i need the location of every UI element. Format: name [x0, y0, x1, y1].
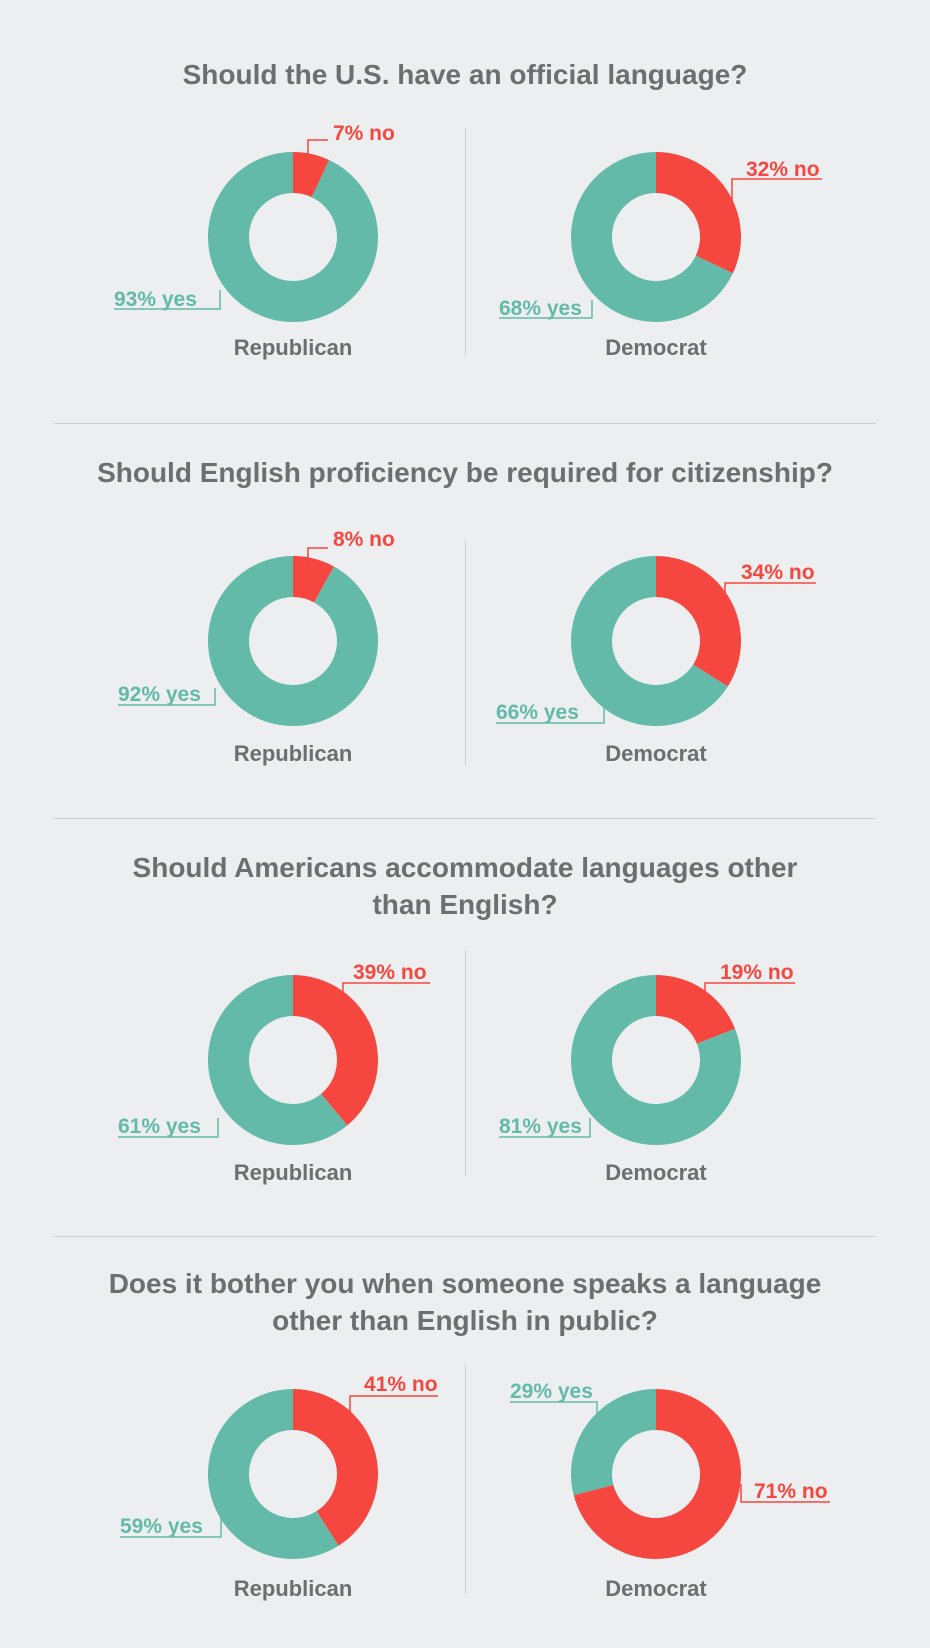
donut-chart-republican: 39% no 61% yes Republican	[118, 961, 430, 1185]
slice-yes	[570, 152, 733, 322]
data-label-no: 19% no	[720, 961, 794, 984]
data-label-yes: 59% yes	[120, 1515, 203, 1538]
data-label-no: 39% no	[353, 961, 427, 984]
slice-no	[293, 556, 334, 603]
leader-line-no	[342, 982, 430, 1003]
data-label-no: 8% no	[333, 528, 395, 551]
slice-yes	[208, 975, 348, 1145]
donut-chart-republican: 8% no 92% yes Republican	[118, 528, 395, 766]
slice-yes	[571, 556, 728, 726]
leader-line-no	[307, 139, 328, 163]
donut-chart-democrat: 71% no 29% yes Democrat	[510, 1380, 830, 1601]
slice-no	[656, 556, 742, 687]
donut-chart-democrat: 19% no 81% yes Democrat	[499, 961, 795, 1185]
leader-line-no	[740, 1484, 830, 1503]
leader-line-no	[724, 582, 816, 604]
party-label: Republican	[234, 1160, 353, 1185]
donut-chart-pair: 39% no 61% yes Republican 19% no 81% yes Demo…	[118, 961, 795, 1185]
data-label-no: 41% no	[364, 1373, 438, 1396]
slice-yes	[208, 152, 378, 323]
section-divider	[54, 423, 876, 424]
section-accommodate-languages: Should Americans accommodate languages o…	[0, 849, 930, 1237]
party-divider	[465, 950, 466, 1176]
data-label-yes: 61% yes	[118, 1115, 201, 1138]
question-line: Should Americans accommodate languages o…	[132, 852, 798, 883]
data-label-yes: 29% yes	[510, 1380, 593, 1403]
party-label: Democrat	[605, 335, 707, 360]
party-label: Republican	[234, 335, 353, 360]
donut-chart-democrat: 34% no 66% yes Democrat	[496, 556, 816, 766]
slice-no	[656, 975, 736, 1044]
data-label-no: 71% no	[754, 1480, 828, 1503]
question-title: Should English proficiency be required f…	[0, 454, 930, 491]
question-line: Should the U.S. have an official languag…	[182, 59, 748, 90]
leader-line-yes	[118, 1118, 219, 1138]
leader-line-yes	[114, 290, 221, 310]
slice-yes	[571, 1389, 656, 1496]
data-label-yes: 92% yes	[118, 683, 201, 706]
party-divider	[465, 1364, 466, 1594]
slice-no	[293, 1389, 379, 1546]
section-divider	[54, 1236, 876, 1237]
leader-line-yes	[118, 688, 216, 706]
leader-line-yes	[499, 300, 593, 319]
slice-no	[656, 152, 742, 274]
party-label: Democrat	[605, 741, 707, 766]
leader-line-no	[731, 178, 822, 206]
party-label: Republican	[234, 1576, 353, 1601]
data-label-yes: 81% yes	[499, 1115, 582, 1138]
donut-chart-pair: 7% no 93% yes Republican 32% no 68% yes Democ…	[114, 122, 822, 360]
donut-chart-democrat: 32% no 68% yes Democrat	[499, 152, 822, 360]
data-label-no: 34% no	[741, 561, 815, 584]
data-label-yes: 68% yes	[499, 297, 582, 320]
question-line: other than English in public?	[272, 1305, 658, 1336]
slice-no	[573, 1389, 741, 1560]
question-title: Does it bother you when someone speaks a…	[0, 1265, 930, 1339]
data-label-yes: 93% yes	[114, 288, 197, 311]
data-label-no: 32% no	[746, 158, 820, 181]
section-official-language: Should the U.S. have an official languag…	[0, 0, 930, 424]
slice-yes	[208, 1389, 339, 1559]
section-english-citizenship: Should English proficiency be required f…	[0, 0, 930, 820]
leader-line-yes	[120, 1518, 222, 1538]
donut-chart-pair: 8% no 92% yes Republican 34% no 66% yes Democ…	[118, 528, 816, 766]
leader-line-no	[307, 547, 328, 568]
donut-chart-republican: 7% no 93% yes Republican	[114, 122, 395, 360]
donut-chart-republican: 41% no 59% yes Republican	[120, 1373, 438, 1601]
slice-yes	[570, 975, 741, 1145]
data-label-no: 7% no	[333, 122, 395, 145]
leader-line-yes	[510, 1401, 598, 1420]
section-divider	[54, 818, 876, 819]
question-line: Should English proficiency be required f…	[97, 457, 833, 488]
party-label: Democrat	[605, 1160, 707, 1185]
question-title: Should Americans accommodate languages o…	[0, 849, 930, 923]
party-divider	[465, 540, 466, 766]
slice-no	[293, 975, 378, 1126]
slice-no	[293, 152, 330, 198]
party-label: Democrat	[605, 1576, 707, 1601]
party-divider	[465, 128, 466, 356]
question-line: than English?	[372, 889, 558, 920]
question-line: Does it bother you when someone speaks a…	[108, 1268, 822, 1299]
leader-line-no	[349, 1395, 438, 1416]
question-title: Should the U.S. have an official languag…	[0, 56, 930, 93]
leader-line-no	[704, 982, 795, 1003]
data-label-yes: 66% yes	[496, 701, 579, 724]
slice-yes	[208, 556, 379, 727]
party-label: Republican	[234, 741, 353, 766]
leader-line-yes	[496, 704, 605, 724]
leader-line-yes	[499, 1118, 591, 1138]
